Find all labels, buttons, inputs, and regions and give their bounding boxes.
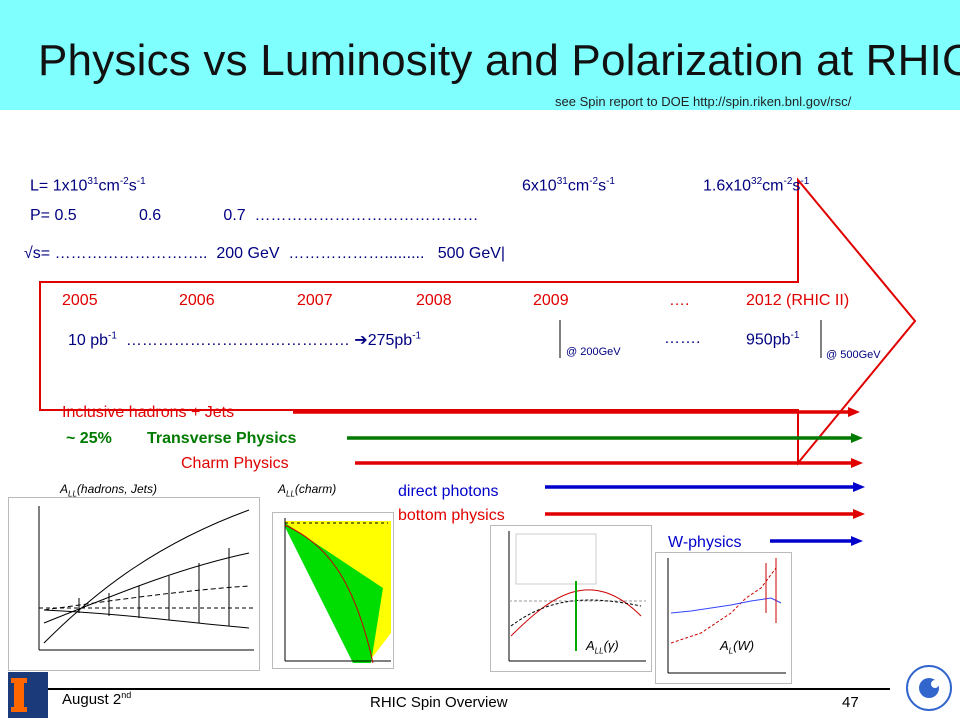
year-2012: 2012 (RHIC II)	[746, 292, 850, 309]
page-number: 47	[842, 694, 859, 711]
charm-arrow	[355, 458, 863, 468]
direct-photons-arrow	[545, 482, 865, 492]
al-w-caption: AL(W)	[720, 638, 755, 656]
all-gamma-caption: ALL(γ)	[586, 638, 619, 656]
year-2007: 2007	[297, 292, 333, 309]
bottom-arrow	[545, 509, 865, 519]
slide-subtitle: see Spin report to DOE http://spin.riken…	[555, 94, 852, 109]
inclusive-arrow	[293, 407, 860, 417]
university-logo-icon	[8, 672, 48, 718]
w-plot	[655, 552, 792, 684]
footer-rule	[18, 688, 890, 690]
w-physics-label: W-physics	[668, 534, 742, 551]
bottom-label: bottom physics	[398, 507, 505, 524]
transverse-arrow	[347, 433, 863, 443]
year-2006: 2006	[179, 292, 215, 309]
polarization-row: P= 0.5 0.6 0.7 ……………………………………	[30, 207, 479, 224]
int-lum-row: 10 pb-1 …………………………………… ➔275pb-1	[68, 330, 422, 349]
int-lum-end: 950pb-1	[746, 330, 800, 349]
riken-logo-icon	[906, 665, 952, 711]
year-2009: 2009	[533, 292, 569, 309]
transverse-label: Transverse Physics	[147, 430, 297, 447]
at-500gev: @ 500GeV	[826, 349, 881, 361]
hadrons-plot	[8, 497, 260, 671]
sqrt-s-row: √s= ……………………….. 200 GeV ………………......... …	[24, 245, 506, 262]
year-2008: 2008	[416, 292, 452, 309]
lum-row-2: 6x1031cm-2s-1	[522, 176, 615, 195]
lum-row-1: L= 1x1031cm-2s-1	[30, 176, 146, 195]
year-ellipsis: ….	[669, 292, 690, 309]
arrow-right-icon: ➔	[354, 332, 368, 349]
slide-title: Physics vs Luminosity and Polarization a…	[38, 36, 960, 85]
direct-photons-label: direct photons	[398, 483, 499, 500]
charm-plot	[272, 512, 394, 669]
all-charm-caption: ALL(charm)	[278, 482, 337, 499]
year-2005: 2005	[62, 292, 98, 309]
at-200gev: @ 200GeV	[566, 346, 621, 358]
charm-label: Charm Physics	[181, 455, 289, 472]
all-hadrons-caption: ALL(hadrons, Jets)	[60, 482, 157, 499]
int-lum-dots: …….	[664, 330, 701, 347]
footer-date: August 2nd	[62, 690, 132, 708]
transverse-pct: ~ 25%	[66, 430, 112, 447]
lum-row-3: 1.6x1032cm-2s-1	[703, 176, 810, 195]
title-band	[0, 0, 960, 110]
inclusive-label: Inclusive hadrons + Jets	[62, 404, 235, 421]
w-physics-arrow	[770, 536, 863, 546]
footer-title: RHIC Spin Overview	[370, 694, 508, 711]
gluon-plot	[490, 525, 652, 672]
